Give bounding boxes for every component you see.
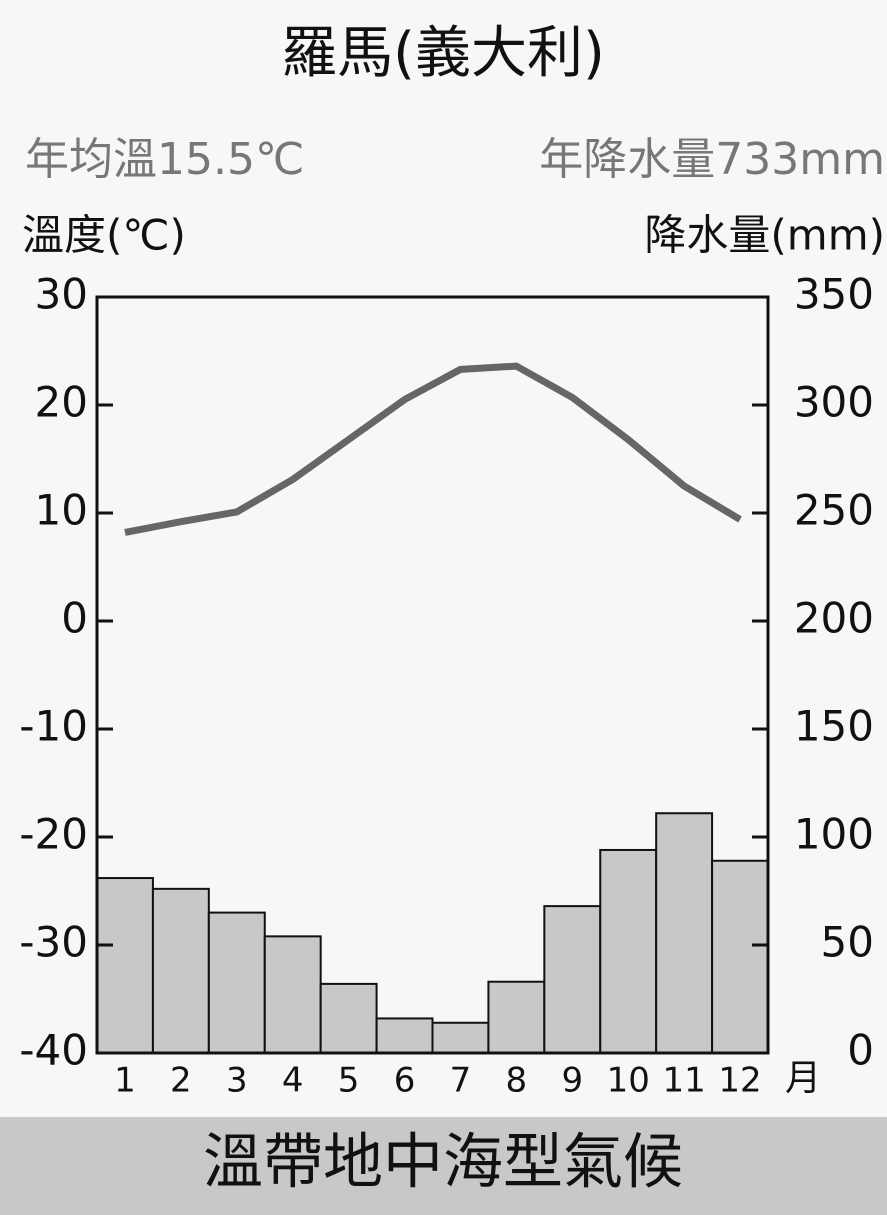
y-tick-label: -10 xyxy=(19,702,88,751)
x-tick-label: 5 xyxy=(338,1061,360,1101)
plot-frame xyxy=(95,295,770,1055)
precipitation-bar xyxy=(319,982,378,1055)
x-tick-label: 8 xyxy=(506,1061,528,1101)
x-tick-label: 3 xyxy=(226,1061,248,1101)
precipitation-bar xyxy=(543,905,602,1054)
y-tick-label: 20 xyxy=(35,378,88,427)
precipitation-bar xyxy=(375,1017,434,1055)
x-tick-label: 11 xyxy=(662,1061,705,1101)
y2-tick-label: 50 xyxy=(821,918,874,967)
footer-band xyxy=(0,1117,887,1215)
precipitation-bar xyxy=(263,935,322,1054)
precipitation-bar xyxy=(207,911,266,1054)
y-tick-label: -40 xyxy=(19,1026,88,1075)
x-tick-label: 6 xyxy=(394,1061,416,1101)
annual-precipitation: 年降水量733mm xyxy=(539,134,885,185)
precipitation-bar xyxy=(96,877,154,1054)
y-tick-label: 0 xyxy=(61,594,88,643)
x-tick-label: 7 xyxy=(450,1061,472,1101)
y-tick-label: 30 xyxy=(35,270,88,319)
y2-tick-label: 0 xyxy=(847,1026,874,1075)
y2-axis-label: 降水量(mm) xyxy=(644,211,885,260)
y-tick-label: 10 xyxy=(35,486,88,535)
y2-tick-label: 250 xyxy=(794,486,874,535)
y2-tick-label: 200 xyxy=(794,594,874,643)
y2-tick-label: 100 xyxy=(794,810,874,859)
temperature-line xyxy=(124,362,742,536)
y2-tick-label: 350 xyxy=(794,270,874,319)
x-tick-label: 12 xyxy=(718,1061,761,1101)
y-axis-label: 溫度(℃) xyxy=(22,211,186,260)
precipitation-bar xyxy=(151,887,210,1055)
annual-temperature: 年均溫15.5℃ xyxy=(25,134,304,185)
x-tick-label: 2 xyxy=(170,1061,192,1101)
x-tick-label: 10 xyxy=(607,1061,650,1101)
precipitation-bar xyxy=(711,859,769,1055)
precipitation-bar xyxy=(655,812,714,1054)
x-tick-label: 1 xyxy=(114,1061,136,1101)
x-tick-label: 4 xyxy=(282,1061,304,1101)
chart-title: 羅馬(義大利) xyxy=(281,21,605,86)
y-tick-label: -30 xyxy=(19,918,88,967)
precipitation-bar xyxy=(431,1021,490,1055)
footer: 溫帶地中海型氣候 xyxy=(203,1128,683,1198)
x-tick-label: 9 xyxy=(561,1061,583,1101)
y2-tick-label: 150 xyxy=(794,702,874,751)
y-tick-label: -20 xyxy=(19,810,88,859)
x-axis-unit: 月 xyxy=(785,1058,821,1099)
y2-tick-label: 300 xyxy=(794,378,874,427)
precipitation-bar xyxy=(487,980,546,1054)
precipitation-bar xyxy=(599,848,658,1055)
